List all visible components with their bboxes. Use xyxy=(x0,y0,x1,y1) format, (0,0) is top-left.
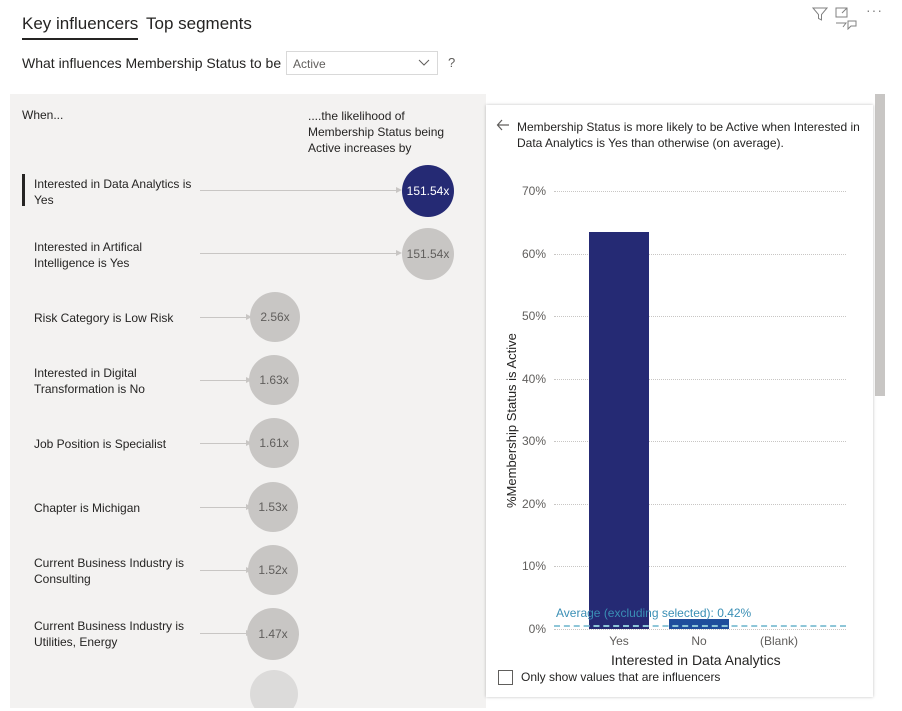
gridline xyxy=(554,503,846,505)
gridline xyxy=(554,253,846,255)
influencer-label[interactable]: Interested in Data Analytics is Yes xyxy=(34,177,192,207)
more-options-icon[interactable]: ··· xyxy=(866,2,883,18)
connector-line xyxy=(200,190,396,191)
average-label: Average (excluding selected): 0.42% xyxy=(556,606,752,621)
chevron-down-icon xyxy=(417,54,431,75)
dropdown-value: Active xyxy=(293,57,326,71)
y-tick-label: 20% xyxy=(521,496,546,511)
influencer-bubble[interactable]: 2.56x xyxy=(250,292,300,342)
influencer-label[interactable]: Risk Category is Low Risk xyxy=(34,311,174,325)
influencer-bubble-partial xyxy=(250,670,298,708)
connector-line xyxy=(200,317,246,318)
influencer-bubble[interactable]: 1.61x xyxy=(249,418,299,468)
influencer-detail-panel: Membership Status is more likely to be A… xyxy=(486,105,873,697)
gridline xyxy=(554,191,846,192)
bar[interactable] xyxy=(589,231,649,629)
gridline xyxy=(554,378,846,380)
y-tick-label: 60% xyxy=(521,246,546,261)
connector-arrow-icon xyxy=(246,314,252,320)
x-tick-label: Yes xyxy=(609,634,629,648)
gridline xyxy=(554,441,846,443)
gridline xyxy=(554,629,846,630)
influencers-only-checkbox[interactable] xyxy=(498,670,513,685)
y-tick-label: 70% xyxy=(521,184,546,198)
connector-line xyxy=(200,633,246,634)
detail-title: Membership Status is more likely to be A… xyxy=(517,120,860,150)
focus-mode-icon[interactable] xyxy=(834,6,858,33)
filter-icon[interactable] xyxy=(811,6,829,25)
membership-status-dropdown[interactable]: Active xyxy=(286,51,438,75)
connector-line xyxy=(200,507,246,508)
average-line xyxy=(554,625,846,628)
checkbox-label: Only show values that are influencers xyxy=(521,670,721,684)
tab-key-influencers[interactable]: Key influencers xyxy=(22,14,139,40)
y-tick-label: 0% xyxy=(528,622,546,636)
influencer-bubble[interactable]: 1.53x xyxy=(248,482,298,532)
influencer-label[interactable]: Interested in Artifical Intelligence is … xyxy=(34,240,143,270)
y-axis-label: %Membership Status is Active xyxy=(504,333,519,508)
influencers-list-panel: When... ....the likelihood of Membership… xyxy=(10,94,486,708)
connector-arrow-icon xyxy=(396,187,402,193)
influencer-label[interactable]: Current Business Industry is Consulting xyxy=(34,556,185,586)
help-icon[interactable]: ? xyxy=(448,55,456,70)
back-arrow-icon[interactable] xyxy=(496,118,510,135)
bar[interactable] xyxy=(669,618,729,629)
when-header: When... xyxy=(22,108,64,122)
y-tick-label: 30% xyxy=(521,434,546,449)
gridline xyxy=(554,316,846,318)
connector-line xyxy=(200,380,246,381)
connector-line xyxy=(200,443,246,444)
x-tick-label: No xyxy=(691,634,707,648)
connector-line xyxy=(200,253,396,254)
y-tick-label: 10% xyxy=(521,559,546,574)
influencer-bubble[interactable]: 1.52x xyxy=(248,545,298,595)
influence-question: What influences Membership Status to be xyxy=(22,55,282,71)
influencer-label[interactable]: Interested in Digital Transformation is … xyxy=(34,366,145,396)
connector-line xyxy=(200,570,246,571)
influencer-label[interactable]: Chapter is Michigan xyxy=(34,501,141,515)
scrollbar[interactable] xyxy=(875,94,885,396)
influencer-bubble[interactable]: 151.54x xyxy=(402,165,454,217)
connector-arrow-icon xyxy=(396,250,402,256)
x-axis-label: Interested in Data Analytics xyxy=(611,652,781,668)
influencer-label[interactable]: Job Position is Specialist xyxy=(34,437,167,451)
x-tick-label: (Blank) xyxy=(759,634,798,648)
gridline xyxy=(554,566,846,568)
influencer-label[interactable]: Current Business Industry is Utilities, … xyxy=(34,619,185,649)
y-tick-label: 40% xyxy=(521,371,546,386)
selected-indicator xyxy=(22,174,25,206)
y-tick-label: 50% xyxy=(521,309,546,324)
influencer-bubble[interactable]: 1.47x xyxy=(247,608,299,660)
influencer-bubble[interactable]: 151.54x xyxy=(402,228,454,280)
likelihood-header: ....the likelihood of Membership Status … xyxy=(308,109,445,155)
tab-top-segments[interactable]: Top segments xyxy=(146,14,252,33)
influencer-bubble[interactable]: 1.63x xyxy=(249,355,299,405)
